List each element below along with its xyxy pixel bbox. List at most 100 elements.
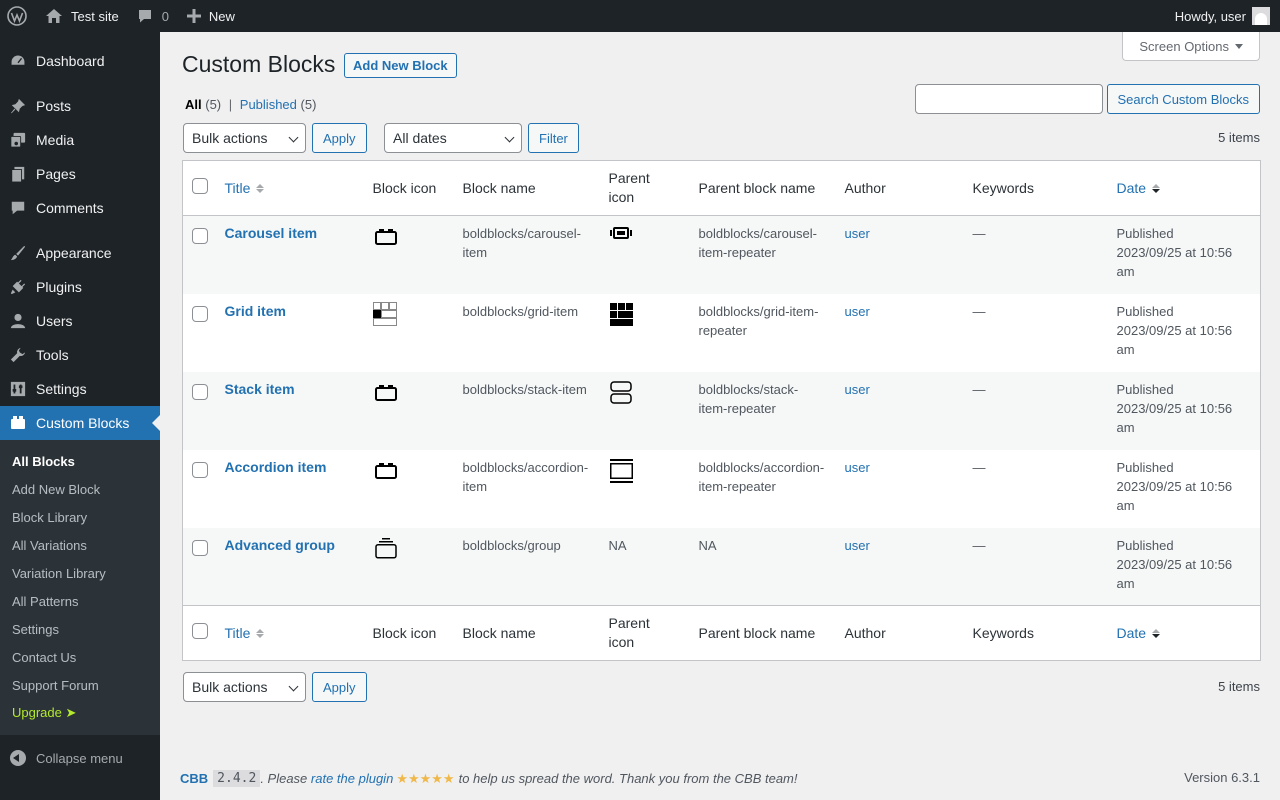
sort-by-title[interactable]: Title — [225, 179, 265, 198]
sort-by-date-bottom[interactable]: Date — [1117, 624, 1161, 643]
column-keywords: Keywords — [972, 624, 1034, 641]
search-button[interactable]: Search Custom Blocks — [1106, 84, 1260, 114]
menu-item-plugins[interactable]: Plugins — [0, 270, 160, 304]
menu-item-dashboard[interactable]: Dashboard — [0, 44, 160, 78]
parent-block-name: NA — [698, 537, 717, 553]
select-all-checkbox-bottom[interactable] — [192, 622, 208, 639]
table-row: Advanced group boldblocks/group NA NA us… — [182, 527, 1261, 606]
date-filter-select[interactable]: All dates — [384, 123, 522, 153]
view-filters: All (5) | Published (5) — [185, 97, 316, 112]
block-title-link[interactable]: Grid item — [224, 302, 286, 319]
sort-arrows-icon — [256, 628, 265, 638]
submenu-all-variations[interactable]: All Variations — [12, 537, 87, 553]
block-title-link[interactable]: Stack item — [224, 380, 295, 397]
view-separator: | — [228, 97, 233, 112]
menu-item-pages[interactable]: Pages — [0, 157, 160, 191]
submenu-contact-us[interactable]: Contact Us — [12, 649, 77, 665]
column-block-name: Block name — [462, 624, 536, 641]
sort-by-date[interactable]: Date — [1117, 179, 1161, 198]
sort-desc-icon — [1152, 183, 1161, 193]
stack-icon — [609, 380, 679, 406]
view-all[interactable]: All (5) — [185, 97, 222, 112]
accordion-icon — [609, 458, 679, 484]
plus-icon — [186, 9, 201, 23]
submenu-variation-library[interactable]: Variation Library — [12, 565, 106, 581]
submenu-block-library[interactable]: Block Library — [12, 509, 88, 525]
row-checkbox[interactable] — [192, 228, 208, 244]
sort-by-title-bottom[interactable]: Title — [225, 624, 265, 643]
author-link[interactable]: user — [844, 381, 870, 397]
menu-item-media[interactable]: Media — [0, 123, 160, 157]
add-new-block-button[interactable]: Add New Block — [344, 53, 457, 78]
admin-menu: Dashboard Posts Media Pages Comments App… — [0, 32, 160, 800]
menu-item-comments[interactable]: Comments — [0, 191, 160, 225]
new-content-link[interactable]: New — [179, 0, 243, 32]
menu-item-custom-blocks[interactable]: Custom Blocks — [0, 406, 160, 440]
author-link[interactable]: user — [844, 226, 870, 241]
paintbrush-icon — [10, 245, 26, 261]
menu-label: Custom Blocks — [36, 415, 130, 431]
block-icon — [10, 415, 26, 431]
post-date: 2023/09/25 at 10:56 am — [1116, 322, 1233, 357]
table-footer-row: Title Block icon Block name Parent icon … — [182, 605, 1261, 661]
post-status: Published — [1116, 303, 1174, 319]
view-published[interactable]: Published (5) — [239, 97, 317, 112]
post-date: 2023/09/25 at 10:56 am — [1116, 478, 1233, 513]
menu-item-posts[interactable]: Posts — [0, 89, 160, 123]
comments-link[interactable]: 0 — [129, 0, 177, 32]
table-row: Grid item boldblocks/grid-item boldblock… — [183, 294, 1261, 372]
submenu-upgrade[interactable]: Upgrade ➤ — [12, 705, 77, 720]
author-link[interactable]: user — [844, 537, 870, 553]
screen-options-button[interactable]: Screen Options — [1122, 32, 1260, 61]
user-icon — [10, 313, 26, 329]
collapse-menu-button[interactable]: Collapse menu — [0, 741, 160, 775]
menu-label: Users — [36, 313, 73, 329]
wordpress-logo-icon[interactable] — [0, 0, 37, 32]
site-name-link[interactable]: Test site — [37, 0, 127, 32]
rate-plugin-link[interactable]: rate the plugin — [310, 771, 394, 786]
menu-label: Plugins — [36, 279, 82, 295]
bulk-actions-select-bottom[interactable]: Bulk actions — [183, 672, 306, 702]
carousel-icon — [609, 224, 679, 242]
select-all-checkbox[interactable] — [192, 177, 208, 194]
submenu-add-new-block[interactable]: Add New Block — [12, 481, 101, 497]
bulk-actions-select[interactable]: Bulk actions — [183, 123, 306, 153]
search-input[interactable] — [914, 84, 1103, 114]
row-checkbox[interactable] — [192, 461, 208, 478]
collapse-arrow-icon — [10, 750, 26, 766]
column-block-icon: Block icon — [372, 624, 437, 641]
home-icon — [45, 8, 63, 24]
keywords: — — [972, 381, 986, 397]
author-link[interactable]: user — [844, 303, 870, 319]
menu-item-appearance[interactable]: Appearance — [0, 236, 160, 270]
my-account[interactable]: Howdy, user — [1175, 7, 1280, 25]
rating-stars[interactable]: ★★★★★ — [396, 770, 455, 786]
block-icon — [373, 380, 443, 402]
author-link[interactable]: user — [844, 459, 870, 475]
submenu-settings[interactable]: Settings — [12, 621, 59, 637]
apply-button[interactable]: Apply — [312, 123, 367, 153]
pages-icon — [10, 166, 26, 183]
custom-blocks-table: Title Block icon Block name Parent icon … — [182, 160, 1261, 661]
block-name: boldblocks/accordion-item — [462, 459, 589, 494]
menu-item-users[interactable]: Users — [0, 304, 160, 338]
row-checkbox[interactable] — [192, 305, 208, 322]
block-title-link[interactable]: Advanced group — [224, 536, 335, 553]
new-label: New — [208, 8, 235, 24]
pushpin-icon — [10, 98, 26, 114]
cbb-link[interactable]: CBB — [180, 771, 209, 786]
block-title-link[interactable]: Accordion item — [224, 458, 327, 475]
block-title-link[interactable]: Carousel item — [224, 225, 318, 241]
column-parent-icon: Parent icon — [608, 170, 650, 205]
submenu-all-patterns[interactable]: All Patterns — [12, 593, 79, 609]
search-box: Search Custom Blocks — [914, 84, 1260, 114]
row-checkbox[interactable] — [192, 539, 208, 556]
submenu-support-forum[interactable]: Support Forum — [12, 677, 99, 693]
menu-item-settings[interactable]: Settings — [0, 372, 160, 406]
block-icon — [373, 458, 443, 480]
menu-item-tools[interactable]: Tools — [0, 338, 160, 372]
submenu-all-blocks[interactable]: All Blocks — [12, 453, 75, 469]
row-checkbox[interactable] — [192, 383, 208, 400]
apply-button-bottom[interactable]: Apply — [312, 672, 367, 702]
filter-button[interactable]: Filter — [528, 123, 579, 153]
